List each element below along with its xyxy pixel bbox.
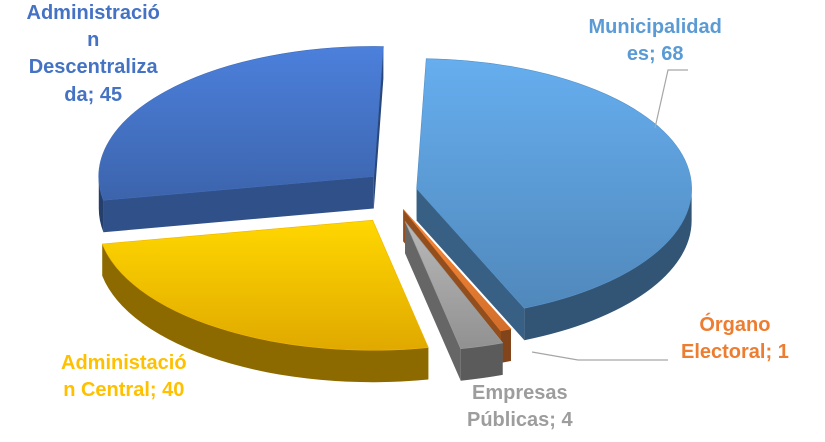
- slice-wall-municipalidades: [416, 188, 525, 341]
- slice-wall-administración-descentralizada: [373, 46, 384, 209]
- leader-line: [531, 351, 668, 361]
- slice-tops: [98, 46, 692, 351]
- slice-wall-empresas-públicas: [405, 221, 461, 381]
- slice-wall-administración-descentralizada: [103, 176, 374, 233]
- data-label-line: Administació: [61, 352, 187, 374]
- data-label-line: Públicas; 4: [467, 409, 573, 432]
- slice-municipalidades: [416, 58, 692, 309]
- data-label-line: da; 45: [64, 83, 123, 106]
- slice-side-administación-central: [102, 243, 429, 383]
- data-label-line: Administració: [26, 2, 160, 24]
- data-label-line: Empresas: [471, 382, 568, 404]
- data-label-administración-descentralizada: Administració n Descentraliza da; 45: [27, 0, 160, 109]
- slice-side-órgano-electoral: [500, 328, 511, 363]
- data-label-line: es; 68: [626, 43, 684, 66]
- slice-side-municipalidades: [524, 188, 692, 341]
- data-label-line: n: [87, 29, 100, 52]
- data-label-empresas-públicas: Empresas Públicas; 4: [467, 380, 573, 434]
- data-label-municipalidades: Municipalidad es; 68: [589, 14, 722, 68]
- slice-side-administración-descentralizada: [98, 176, 104, 233]
- data-label-line: n Central; 40: [63, 379, 185, 402]
- data-label-line: Órgano: [699, 314, 771, 336]
- leader-lines: [531, 69, 688, 361]
- data-label-line: Electoral; 1: [681, 341, 789, 364]
- data-label-line: Descentraliza: [28, 56, 158, 79]
- slice-administación-central: [101, 219, 429, 351]
- data-label-órgano-electoral: Órgano Electoral; 1: [681, 312, 789, 366]
- slice-administración-descentralizada: [98, 46, 384, 201]
- slice-órgano-electoral: [402, 209, 512, 332]
- slice-side-empresas-públicas: [460, 342, 503, 381]
- data-label-administación-central: Administació n Central; 40: [61, 350, 187, 404]
- slice-empresas-públicas: [404, 221, 504, 350]
- leader-line: [654, 69, 688, 129]
- data-label-line: Municipalidad: [588, 16, 722, 38]
